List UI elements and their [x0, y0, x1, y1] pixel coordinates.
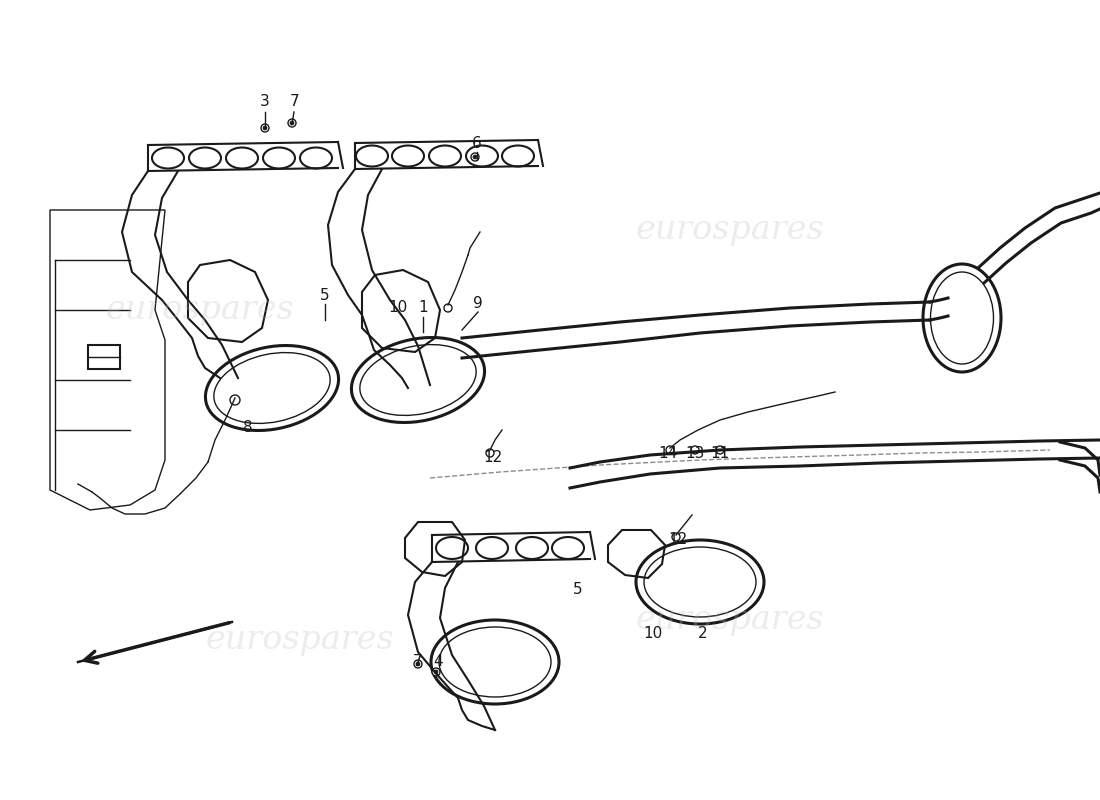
Text: 5: 5 [573, 582, 583, 598]
Text: eurospares: eurospares [636, 604, 824, 636]
Bar [88, 345, 120, 369]
Circle shape [290, 121, 294, 125]
Text: 5: 5 [320, 287, 330, 302]
Circle shape [471, 153, 478, 161]
Text: 6: 6 [472, 135, 482, 150]
Text: 9: 9 [473, 295, 483, 310]
Text: 11: 11 [711, 446, 729, 461]
Circle shape [414, 660, 422, 668]
Text: 7: 7 [414, 654, 422, 670]
Text: eurospares: eurospares [106, 294, 295, 326]
Text: 4: 4 [433, 654, 443, 670]
Text: 8: 8 [243, 421, 253, 435]
Circle shape [416, 662, 420, 666]
Text: 10: 10 [644, 626, 662, 641]
Text: 7: 7 [290, 94, 300, 110]
Text: eurospares: eurospares [636, 214, 824, 246]
Text: 14: 14 [659, 446, 678, 461]
Circle shape [263, 126, 267, 130]
Text: 13: 13 [685, 446, 705, 461]
Circle shape [473, 155, 477, 159]
Circle shape [288, 119, 296, 127]
Text: 3: 3 [260, 94, 270, 110]
Circle shape [261, 124, 270, 132]
Circle shape [432, 668, 440, 676]
Text: 12: 12 [669, 533, 688, 547]
Circle shape [434, 670, 438, 674]
Text: 2: 2 [698, 626, 707, 641]
Text: 10: 10 [388, 301, 408, 315]
Text: 1: 1 [418, 301, 428, 315]
Text: eurospares: eurospares [206, 624, 394, 656]
Text: 12: 12 [483, 450, 503, 466]
